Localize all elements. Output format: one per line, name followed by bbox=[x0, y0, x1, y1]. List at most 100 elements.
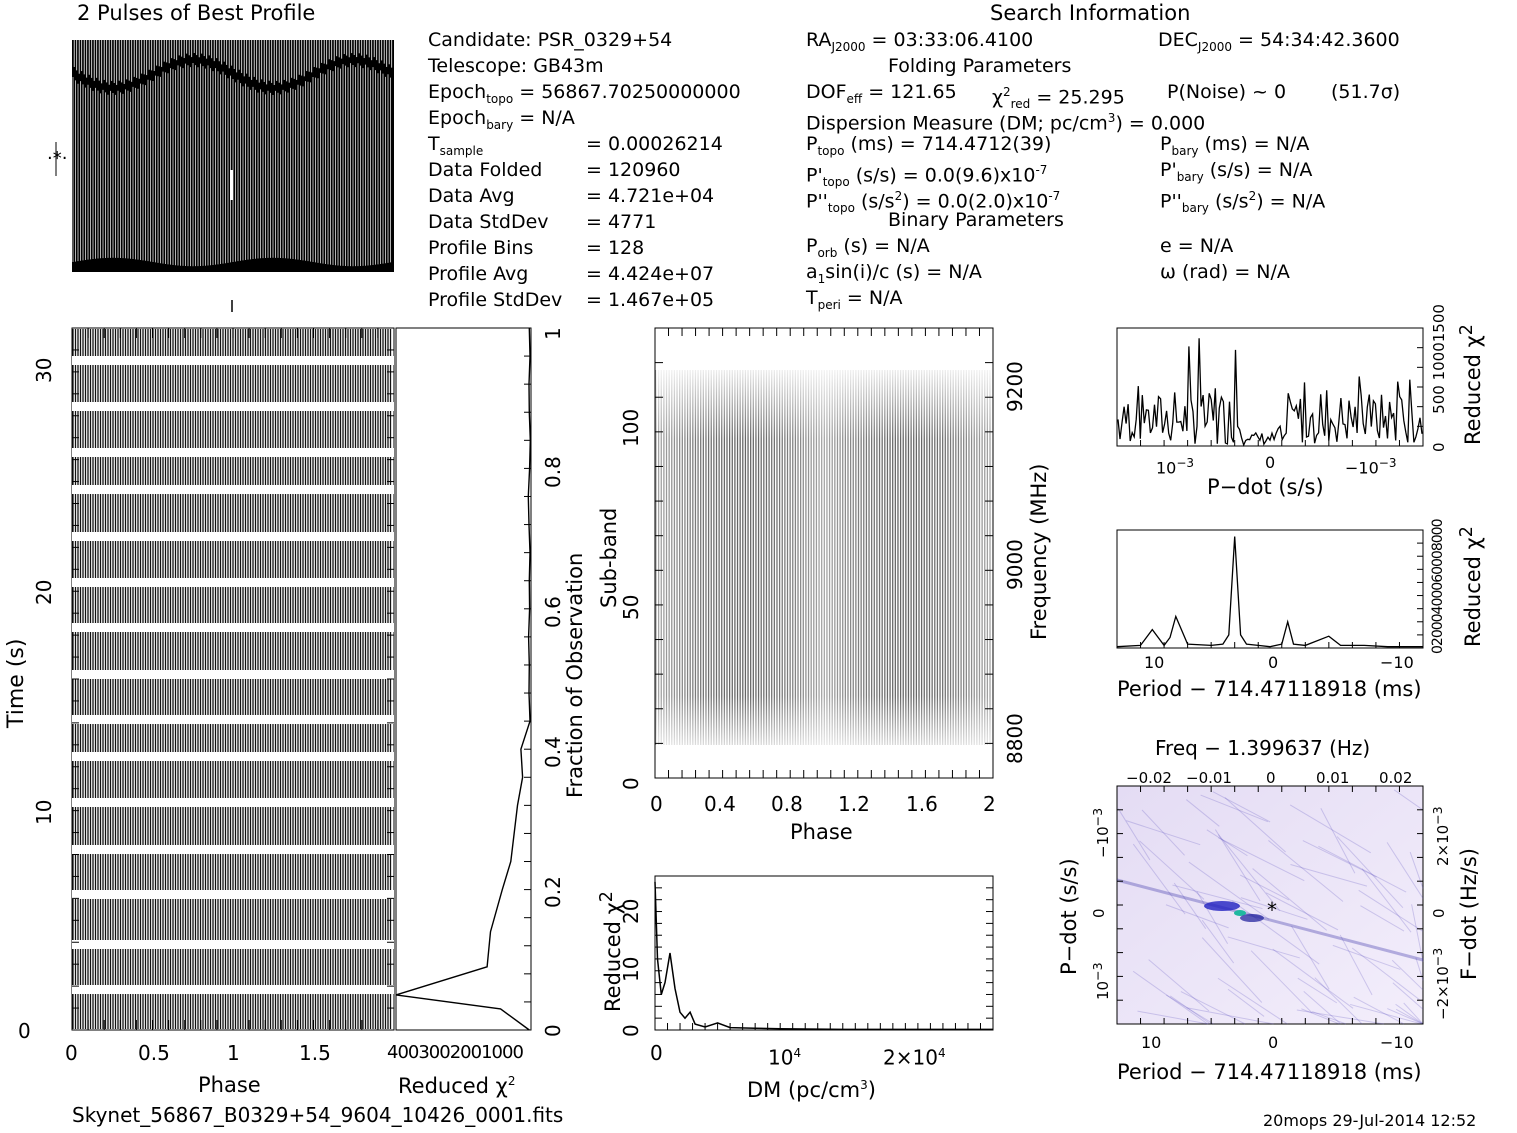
ppdot-streak bbox=[1186, 1007, 1274, 1025]
ppdot-streak bbox=[1351, 947, 1420, 1001]
frac-tick-08: 0.8 bbox=[541, 456, 565, 488]
freq-top-tick-m002: −0.02 bbox=[1126, 769, 1172, 787]
ppdot-streak bbox=[1239, 874, 1290, 901]
frac-tick-02: 0.2 bbox=[541, 876, 565, 908]
ppdot-streak bbox=[1165, 994, 1214, 1025]
tperi-text: Tperi = N/A bbox=[806, 287, 903, 312]
profile-lines bbox=[72, 40, 393, 267]
ppdot-streak bbox=[1201, 937, 1263, 1003]
time-phase-gap bbox=[72, 532, 394, 541]
time-phase-gap bbox=[72, 578, 394, 587]
pdot-plot bbox=[1117, 338, 1423, 447]
ppdot-streak bbox=[1218, 837, 1305, 882]
sb-phase-xtick-2: 2 bbox=[983, 792, 996, 816]
ppdot-streak bbox=[1403, 1002, 1424, 1025]
time-phase-gap bbox=[72, 402, 394, 411]
time-ytick-30: 30 bbox=[32, 357, 56, 383]
info-row-label: Profile Bins bbox=[428, 237, 534, 259]
time-phase-gap bbox=[72, 448, 394, 457]
sb-phase-xtick-12: 1.2 bbox=[838, 792, 870, 816]
ppdot-streak bbox=[1173, 882, 1207, 929]
footer-filename: Skynet_56867_B0329+54_9604_10426_0001.fi… bbox=[72, 1103, 564, 1127]
ppdot-streak bbox=[1361, 868, 1412, 933]
footer-stamp: 20mops 29-Jul-2014 12:52 bbox=[1263, 1111, 1477, 1130]
phase-xtick-05: 0.5 bbox=[138, 1041, 170, 1065]
tsample-label: Tsample bbox=[428, 133, 484, 158]
ppdot-streak bbox=[1227, 988, 1265, 1017]
fdot-tick-0: 0 bbox=[1430, 908, 1448, 918]
period-xlabel: Period − 714.47118918 (ms) bbox=[1117, 677, 1422, 701]
phase-xtick-0: 0 bbox=[65, 1041, 78, 1065]
dm-xlabel: DM (pc/cm3) bbox=[747, 1078, 876, 1102]
ra-text: RAJ2000 = 03:33:06.4100 bbox=[806, 29, 1034, 54]
ppdot-streak bbox=[1265, 892, 1339, 931]
ppdot-streak bbox=[1224, 797, 1286, 853]
ppdot-streak bbox=[1185, 799, 1220, 827]
dm-text: Dispersion Measure (DM; pc/cm3) = 0.000 bbox=[806, 111, 1206, 135]
info-row-value: = 4771 bbox=[586, 211, 657, 233]
axis-ticks bbox=[71, 327, 1424, 1031]
ppdot-streak bbox=[1132, 843, 1186, 915]
candidate-text: Candidate: PSR_0329+54 bbox=[428, 29, 673, 51]
ppdot-streak bbox=[1296, 1009, 1385, 1025]
ppdot-streak bbox=[1392, 982, 1424, 1010]
dm-ylabel: Reduced χ2 bbox=[597, 891, 625, 1012]
ppdot-best-marker: * bbox=[1267, 898, 1277, 922]
ppdot-streak bbox=[1297, 977, 1338, 1004]
ppdot-streak bbox=[1339, 934, 1373, 996]
pp-ytick-top: −10−3 bbox=[1090, 807, 1112, 858]
pddot-topo-text: P''topo (s/s2) = 0.0(2.0)x10-7 bbox=[806, 189, 1061, 216]
ppdot-streak bbox=[1387, 1008, 1424, 1025]
period-plot bbox=[1116, 536, 1423, 648]
pp-ytick-bottom: 10−3 bbox=[1090, 962, 1112, 1000]
freq-tick-9000: 9000 bbox=[1003, 539, 1027, 590]
info-row-value: = 4.721e+04 bbox=[586, 185, 715, 207]
ppdot-streak bbox=[1172, 884, 1263, 910]
ppdot-streak bbox=[1137, 1010, 1209, 1025]
ppdot-streak bbox=[1272, 948, 1354, 1009]
omega-text: ω (rad) = N/A bbox=[1160, 261, 1290, 283]
ppdot-streak bbox=[1332, 944, 1401, 970]
info-row-value: = 1.467e+05 bbox=[586, 289, 715, 311]
fdot-tick-top: 2×10−3 bbox=[1430, 806, 1452, 866]
period-line bbox=[1116, 536, 1423, 648]
period-frame bbox=[1116, 529, 1424, 649]
ppdot-streak bbox=[1312, 1011, 1347, 1025]
ppdot-streak bbox=[1200, 794, 1269, 823]
ppdot-streak bbox=[1165, 904, 1229, 929]
period-xtick-m10: −10 bbox=[1380, 653, 1414, 672]
info-row-value: = 4.424e+07 bbox=[586, 263, 715, 285]
sb-phase-xtick-16: 1.6 bbox=[906, 792, 938, 816]
pp-ytick-0: 0 bbox=[1090, 908, 1108, 918]
info-row-label: Data Avg bbox=[428, 185, 515, 207]
freq-tick-9200: 9200 bbox=[1003, 361, 1027, 412]
frac-tick-06: 0.6 bbox=[541, 596, 565, 628]
ppdot-streak bbox=[1353, 996, 1405, 1025]
ppdot-streak bbox=[1250, 950, 1313, 1014]
freq-top-tick-m001: −0.01 bbox=[1186, 769, 1232, 787]
ppdot-ridge bbox=[1116, 878, 1424, 962]
ppdot-streak bbox=[1188, 861, 1270, 920]
ppdot-streak bbox=[1302, 840, 1377, 878]
pdot-xtick-left: 10−3 bbox=[1156, 456, 1195, 478]
ppdot-streak bbox=[1212, 791, 1271, 823]
ppdot-streak bbox=[1350, 1003, 1422, 1025]
ppdot-peak bbox=[1204, 901, 1240, 911]
ppdot-streak bbox=[1320, 808, 1356, 874]
ppdot-streak bbox=[1291, 925, 1330, 990]
phase-xtick-1: 1 bbox=[227, 1041, 240, 1065]
profile-notch bbox=[230, 170, 233, 200]
ppdot-streak bbox=[1336, 836, 1404, 909]
time-ytick-20: 20 bbox=[32, 579, 56, 605]
ppdot-streak bbox=[1393, 789, 1424, 811]
redchi-xlabel: Reduced χ2 bbox=[398, 1074, 516, 1098]
fdot-tick-bottom: −2×10−3 bbox=[1430, 947, 1452, 1020]
period-ylabel: Reduced χ2 bbox=[1457, 526, 1485, 647]
redchi-xticks: 4003002001000 bbox=[387, 1042, 524, 1063]
subband-ytick-100: 100 bbox=[619, 408, 643, 447]
ppdot-streak bbox=[1391, 959, 1424, 991]
ppdot-streak bbox=[1252, 868, 1328, 931]
pnoise-text: P(Noise) ~ 0 bbox=[1167, 81, 1287, 103]
ppdot-streak bbox=[1358, 889, 1424, 932]
